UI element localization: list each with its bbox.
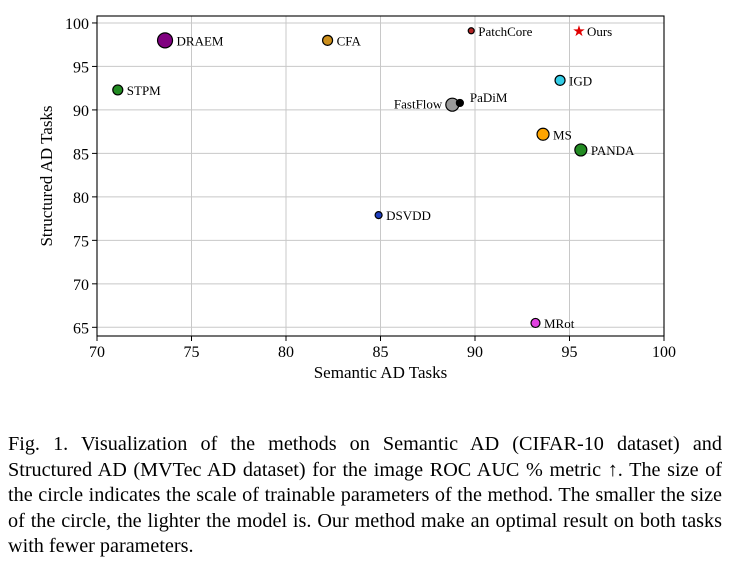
- y-tick-label: 65: [73, 320, 89, 337]
- point-mrot: MRot: [530, 316, 575, 331]
- point-marker: [455, 98, 464, 108]
- grid-lines: [96, 16, 665, 336]
- point-label: DSVDD: [386, 208, 431, 223]
- x-tick-label: 70: [89, 344, 105, 361]
- x-tick-label: 85: [373, 344, 389, 361]
- point-label: PaDiM: [470, 90, 508, 105]
- point-ms: MS: [536, 127, 572, 142]
- point-dsvdd: DSVDD: [374, 208, 431, 223]
- x-tick-label: 100: [652, 344, 676, 361]
- point-label: MS: [553, 127, 572, 142]
- y-axis-label: Structured AD Tasks: [37, 105, 56, 246]
- point-marker: [321, 34, 334, 46]
- y-tick-label: 90: [73, 103, 89, 120]
- y-tick-label: 80: [73, 190, 89, 207]
- y-tick-label: 100: [65, 16, 89, 33]
- x-tick-label: 80: [278, 344, 294, 361]
- point-marker: [554, 74, 566, 86]
- x-tick-label: 75: [184, 344, 200, 361]
- point-cfa: CFA: [321, 33, 362, 48]
- point-label: FastFlow: [394, 97, 443, 112]
- x-axis-label: Semantic AD Tasks: [314, 363, 448, 382]
- y-tick-label: 70: [73, 277, 89, 294]
- point-label: CFA: [337, 33, 362, 48]
- x-tick-label: 95: [562, 344, 578, 361]
- point-label: PatchCore: [478, 24, 532, 39]
- point-draem: DRAEM: [156, 32, 224, 49]
- point-marker: [374, 211, 383, 220]
- point-marker: [156, 32, 174, 49]
- x-tick-label: 90: [467, 344, 483, 361]
- point-label: MRot: [544, 316, 575, 331]
- point-marker: [530, 317, 541, 329]
- point-label: IGD: [569, 73, 592, 88]
- data-points: DRAEM CFA PatchCore ★ Ours STPM IGD FastFlow PaD…: [112, 24, 635, 331]
- y-tick-label: 95: [73, 59, 89, 76]
- point-label: PANDA: [591, 143, 635, 158]
- star-marker-icon: ★: [572, 24, 585, 40]
- point-marker: [467, 27, 475, 35]
- y-tick-label: 85: [73, 146, 89, 163]
- y-tick-label: 75: [73, 233, 89, 250]
- point-label: Ours: [587, 24, 612, 39]
- point-marker: [536, 127, 550, 141]
- point-ours: ★ Ours: [572, 24, 612, 40]
- point-label: DRAEM: [177, 33, 224, 48]
- point-label: STPM: [127, 83, 161, 98]
- point-igd: IGD: [554, 73, 592, 88]
- figure-caption: Fig. 1. Visualization of the methods on …: [8, 433, 722, 558]
- point-padim: PaDiM: [455, 90, 508, 108]
- point-marker: [574, 143, 588, 157]
- point-panda: PANDA: [574, 143, 635, 158]
- point-stpm: STPM: [112, 83, 161, 98]
- point-marker: [112, 84, 124, 96]
- point-patchcore: PatchCore: [467, 24, 533, 39]
- point-fastflow: FastFlow: [394, 97, 460, 112]
